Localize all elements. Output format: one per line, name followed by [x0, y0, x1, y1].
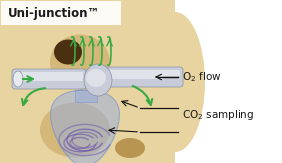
FancyBboxPatch shape [95, 70, 180, 79]
Ellipse shape [50, 35, 110, 89]
Ellipse shape [13, 71, 23, 87]
FancyBboxPatch shape [92, 67, 183, 87]
Polygon shape [155, 0, 282, 163]
Polygon shape [51, 90, 119, 163]
Polygon shape [0, 0, 170, 163]
Ellipse shape [145, 12, 205, 152]
Text: O$_2$ flow: O$_2$ flow [182, 70, 221, 84]
Text: CO$_2$ sampling: CO$_2$ sampling [182, 108, 254, 122]
Ellipse shape [54, 39, 82, 65]
Polygon shape [75, 90, 97, 102]
Ellipse shape [84, 64, 112, 96]
Ellipse shape [40, 103, 110, 157]
Text: Uni-junction™: Uni-junction™ [8, 7, 100, 21]
FancyBboxPatch shape [12, 69, 86, 89]
FancyBboxPatch shape [1, 1, 121, 25]
Polygon shape [0, 0, 175, 163]
Polygon shape [175, 0, 282, 163]
FancyBboxPatch shape [15, 72, 83, 81]
Ellipse shape [86, 69, 106, 87]
Ellipse shape [115, 138, 145, 158]
